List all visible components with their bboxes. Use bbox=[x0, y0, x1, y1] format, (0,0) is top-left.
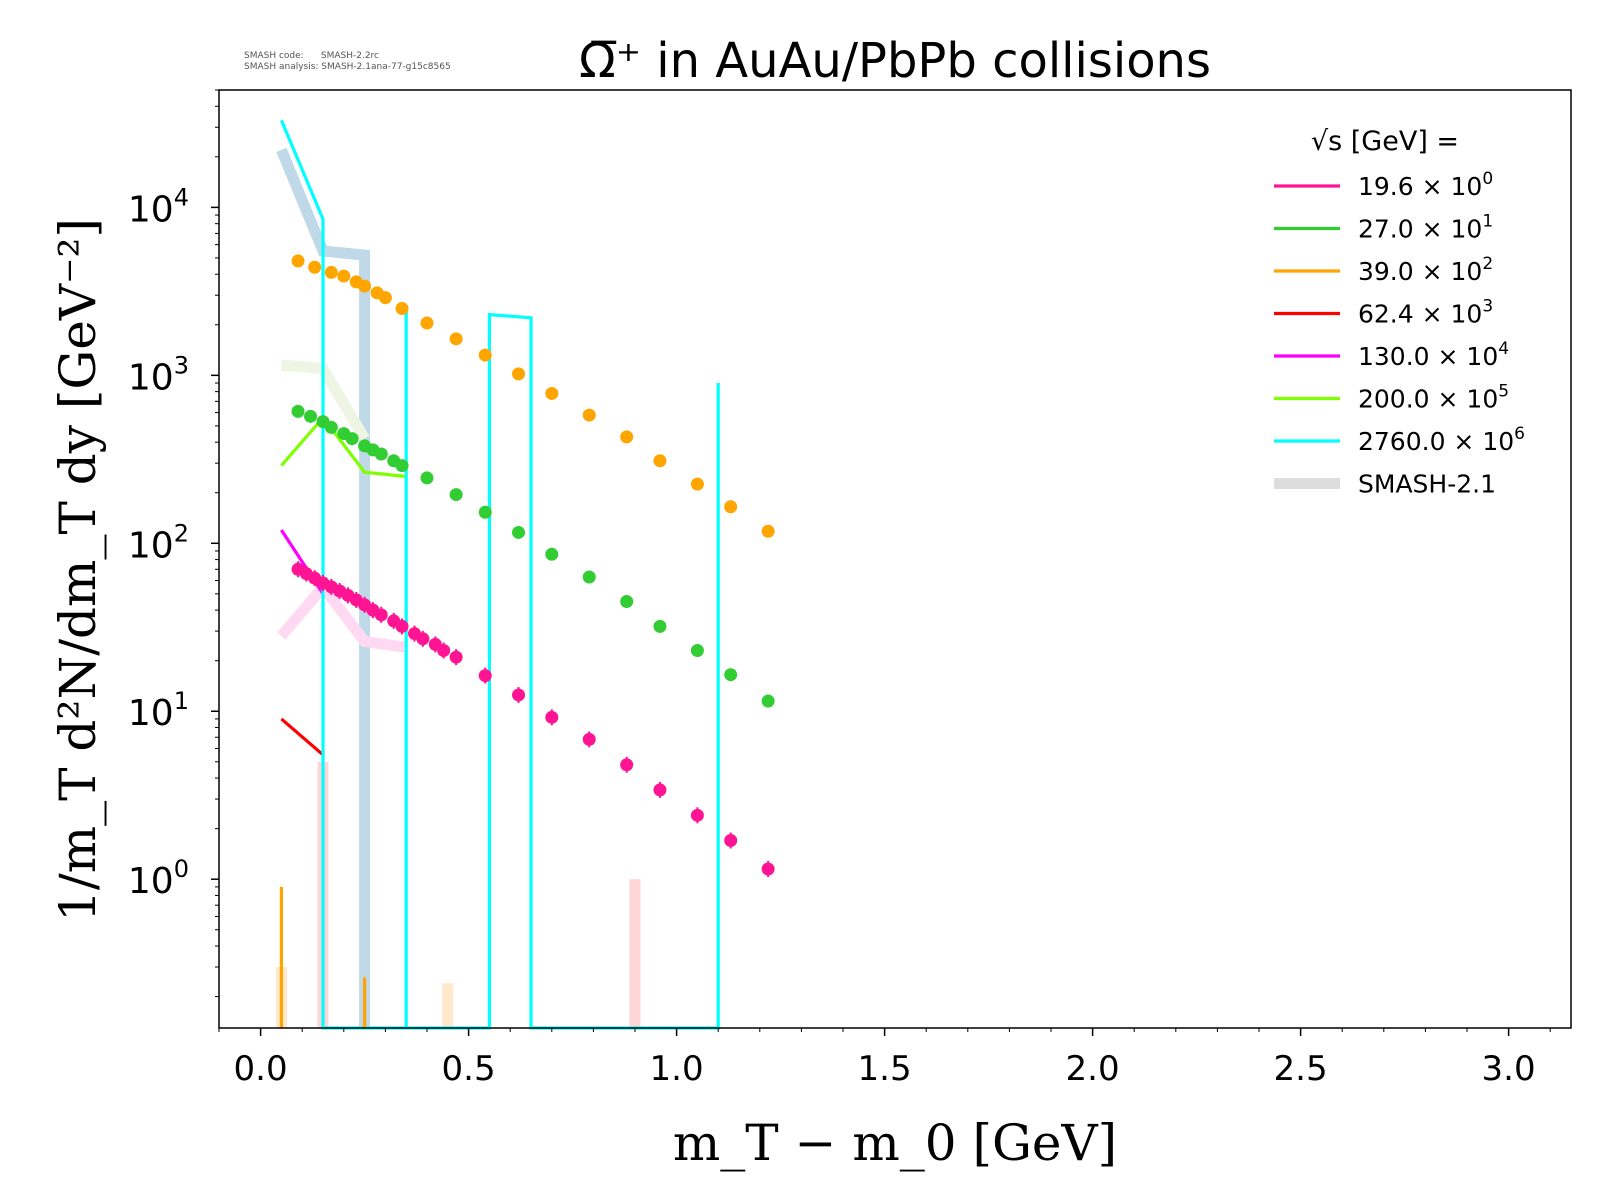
data-point bbox=[582, 408, 596, 422]
y-tick-label: 104 bbox=[128, 183, 189, 230]
data-point bbox=[449, 488, 463, 502]
legend-entry-label: 27.0 × 101 bbox=[1358, 212, 1493, 244]
data-point bbox=[395, 302, 409, 316]
data-point bbox=[512, 367, 526, 381]
data-point bbox=[545, 547, 559, 561]
data-point bbox=[437, 643, 451, 657]
plot-frame bbox=[218, 89, 1572, 1029]
data-point bbox=[724, 500, 738, 514]
data-point bbox=[395, 459, 409, 473]
data-point bbox=[761, 862, 775, 876]
data-point bbox=[690, 808, 704, 822]
y-tick-label: 103 bbox=[128, 351, 189, 398]
data-point bbox=[291, 254, 305, 268]
y-axis-label: 1/m_T d²N/dm_T dy [GeV⁻²] bbox=[49, 218, 107, 922]
series-line-5 bbox=[280, 415, 407, 479]
data-point bbox=[358, 279, 372, 293]
data-point bbox=[653, 619, 667, 633]
x-tick-label: 1.0 bbox=[650, 1049, 704, 1089]
legend-entry-label: 130.0 × 104 bbox=[1358, 339, 1509, 371]
x-tick-label: 0.5 bbox=[442, 1049, 496, 1089]
y-axis: 100 101 102 103 104 bbox=[128, 89, 219, 998]
legend-title: √s [GeV] = bbox=[1311, 126, 1459, 157]
chart-title: Ω̅⁺ in AuAu/PbPb collisions bbox=[579, 33, 1211, 89]
x-tick-label: 0.0 bbox=[234, 1049, 288, 1089]
legend-entry-label: 62.4 × 103 bbox=[1358, 297, 1493, 329]
data-point bbox=[512, 525, 526, 539]
data-point bbox=[545, 386, 559, 400]
y-tick-label: 100 bbox=[128, 855, 189, 902]
data-point bbox=[478, 348, 492, 362]
data-point bbox=[395, 619, 409, 633]
smash-analysis-version: SMASH analysis: SMASH-2.1ana-77-g15c8565 bbox=[244, 62, 451, 72]
x-tick-label: 2.5 bbox=[1274, 1049, 1328, 1089]
data-point bbox=[420, 316, 434, 330]
data-point bbox=[690, 477, 704, 491]
y-tick-label: 102 bbox=[128, 519, 189, 566]
data-point bbox=[420, 471, 434, 485]
data-point bbox=[478, 669, 492, 683]
smash-band-11 bbox=[277, 578, 407, 653]
series-line-3 bbox=[280, 717, 325, 757]
x-tick-label: 1.5 bbox=[858, 1049, 912, 1089]
data-point bbox=[449, 332, 463, 346]
data-point bbox=[337, 269, 351, 283]
data-point bbox=[345, 432, 359, 446]
x-axis-label: m_T − m_0 [GeV] bbox=[673, 1114, 1117, 1172]
data-point bbox=[761, 694, 775, 708]
data-point bbox=[378, 291, 392, 305]
x-tick-label: 3.0 bbox=[1482, 1049, 1536, 1089]
data-point bbox=[512, 688, 526, 702]
data-point bbox=[724, 833, 738, 847]
data-point bbox=[620, 758, 634, 772]
data-point bbox=[653, 454, 667, 468]
data-point bbox=[620, 595, 634, 609]
data-point bbox=[374, 608, 388, 622]
legend-entry-label: 2760.0 × 106 bbox=[1358, 424, 1525, 456]
legend: √s [GeV] = 19.6 × 100 27.0 × 101 39.0 × 102… bbox=[1274, 126, 1525, 499]
data-point bbox=[545, 710, 559, 724]
data-point bbox=[449, 650, 463, 664]
data-point bbox=[478, 505, 492, 519]
data-point bbox=[291, 404, 305, 418]
x-tick-label: 2.0 bbox=[1066, 1049, 1120, 1089]
data-point bbox=[324, 420, 338, 434]
legend-entry-label: SMASH-2.1 bbox=[1358, 470, 1496, 499]
data-point bbox=[324, 265, 338, 279]
x-axis: 0.0 0.5 1.0 1.5 2.0 2.5 3.0 bbox=[218, 1028, 1551, 1089]
legend-entry-label: 19.6 × 100 bbox=[1358, 169, 1493, 201]
data-point bbox=[304, 409, 318, 423]
y-tick-label: 101 bbox=[128, 687, 189, 734]
data-point bbox=[416, 632, 430, 646]
data-point bbox=[653, 783, 667, 797]
data-point bbox=[690, 643, 704, 657]
data-point bbox=[582, 732, 596, 746]
series-points bbox=[291, 254, 775, 877]
data-point bbox=[308, 260, 322, 274]
data-point bbox=[724, 668, 738, 682]
data-point bbox=[620, 430, 634, 444]
data-point bbox=[582, 570, 596, 584]
legend-entry-label: 200.0 × 105 bbox=[1358, 382, 1509, 414]
data-point bbox=[374, 447, 388, 461]
data-point bbox=[761, 524, 775, 538]
legend-entry-label: 39.0 × 102 bbox=[1358, 254, 1493, 286]
smash-code-version: SMASH code: SMASH-2.2rc bbox=[244, 51, 380, 61]
